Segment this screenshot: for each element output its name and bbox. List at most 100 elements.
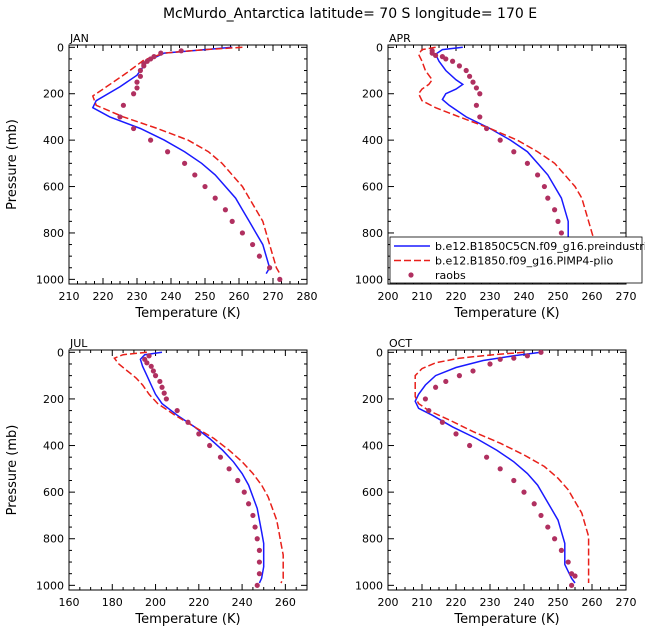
panel-label: JUL [69,337,88,350]
raobs-point [120,102,126,108]
raobs-point [256,571,262,577]
raobs-point [157,378,163,385]
raobs-point [456,373,462,379]
y-tick-label: 0 [376,41,383,54]
raobs-point [450,58,456,64]
legend-box [389,236,643,284]
x-tick-label: 220 [446,596,467,609]
y-tick-label: 800 [362,533,383,546]
raobs-point [252,524,258,530]
x-tick-label: 260 [229,290,250,303]
x-tick-label: 220 [93,290,114,303]
raobs-point [477,91,483,97]
raobs-point [572,573,578,579]
raobs-point [178,48,184,54]
x-tick-label: 210 [59,290,80,303]
raobs-point [131,125,137,132]
raobs-point [497,466,503,472]
x-tick-label: 240 [161,290,182,303]
raobs-point [524,353,531,359]
raobs-point [467,73,473,79]
raobs-point [146,353,152,359]
y-tick-label: 400 [362,440,383,453]
raobs-point [484,125,490,132]
x-tick-label: 240 [514,290,535,303]
raobs-point [152,373,159,379]
raobs-point [226,466,232,472]
raobs-point [433,52,439,59]
panel-label: OCT [389,337,412,350]
chart-panel-jan: 210 220 230 240 250 260 270 280 0 200 400 600 800 100… [5,32,318,321]
raobs-point [174,407,180,414]
x-tick-label: 240 [232,596,253,609]
raobs-point [511,149,517,155]
x-tick-label: 220 [446,290,467,303]
x-tick-label: 250 [548,290,569,303]
raobs-point [165,149,171,155]
y-tick-label: 800 [43,227,64,240]
raobs-point [161,390,167,396]
y-tick-label: 600 [43,181,64,194]
raobs-point [158,50,164,56]
raobs-point [267,265,273,271]
raobs-point [163,396,169,402]
raobs-point [245,501,252,507]
x-tick-label: 200 [378,596,399,609]
y-tick-label: 0 [57,41,64,54]
x-tick-label: 260 [275,596,296,609]
raobs-point [229,218,235,224]
raobs-point [192,172,198,178]
plot-frame [68,349,308,591]
raobs-point [150,368,156,374]
y-axis-label: Pressure (mb) [5,425,20,516]
raobs-point [467,442,473,449]
raobs-point [207,442,213,449]
raobs-point [426,407,432,414]
raobs-point [535,172,541,178]
raobs-point [254,582,260,588]
raobs-point [484,454,490,460]
y-tick-label: 0 [376,346,383,359]
x-tick-label: 230 [480,290,501,303]
raobs-point [511,355,517,361]
raobs-point [545,195,551,201]
y-tick-label: 1000 [36,273,64,286]
raobs-point [538,512,544,519]
y-tick-label: 800 [362,227,383,240]
y-tick-label: 400 [362,134,383,147]
raobs-point [433,384,439,390]
y-tick-label: 600 [362,486,383,499]
raobs-point [439,419,445,425]
raobs-point [239,230,245,236]
panel-label: JAN [69,32,89,45]
raobs-point [182,160,188,166]
series-group [414,350,590,588]
chart-panel-oct: 200 210 220 230 240 250 260 270 0 200 400 600 800 100… [355,337,637,627]
y-tick-label: 400 [43,134,64,147]
raobs-point [569,582,575,588]
raobs-point [487,361,493,367]
raobs-point [134,79,140,85]
y-tick-label: 200 [362,88,383,101]
x-axis-label: Temperature (K) [453,306,559,321]
raobs-point [131,91,137,97]
plot-frame [387,349,627,591]
panels: 210 220 230 240 250 260 270 280 0 200 400 600 800 100… [5,32,637,627]
raobs-point [477,114,483,120]
raobs-point [212,195,218,201]
raobs-point [196,431,202,437]
x-tick-label: 250 [548,596,569,609]
raobs-point [256,559,262,565]
y-tick-label: 200 [43,393,64,406]
series-line-plio [414,351,590,583]
figure-title: McMurdo_Antarctica latitude= 70 S longit… [163,6,537,22]
raobs-point [555,218,561,224]
x-axis-label: Temperature (K) [453,612,559,627]
raobs-point [185,419,191,425]
series-line-preindustrial [434,46,569,274]
panel-label: APR [389,32,411,45]
y-tick-label: 1000 [355,273,383,286]
series-line-plio [113,351,284,584]
y-tick-label: 200 [362,393,383,406]
raobs-point [250,512,256,519]
